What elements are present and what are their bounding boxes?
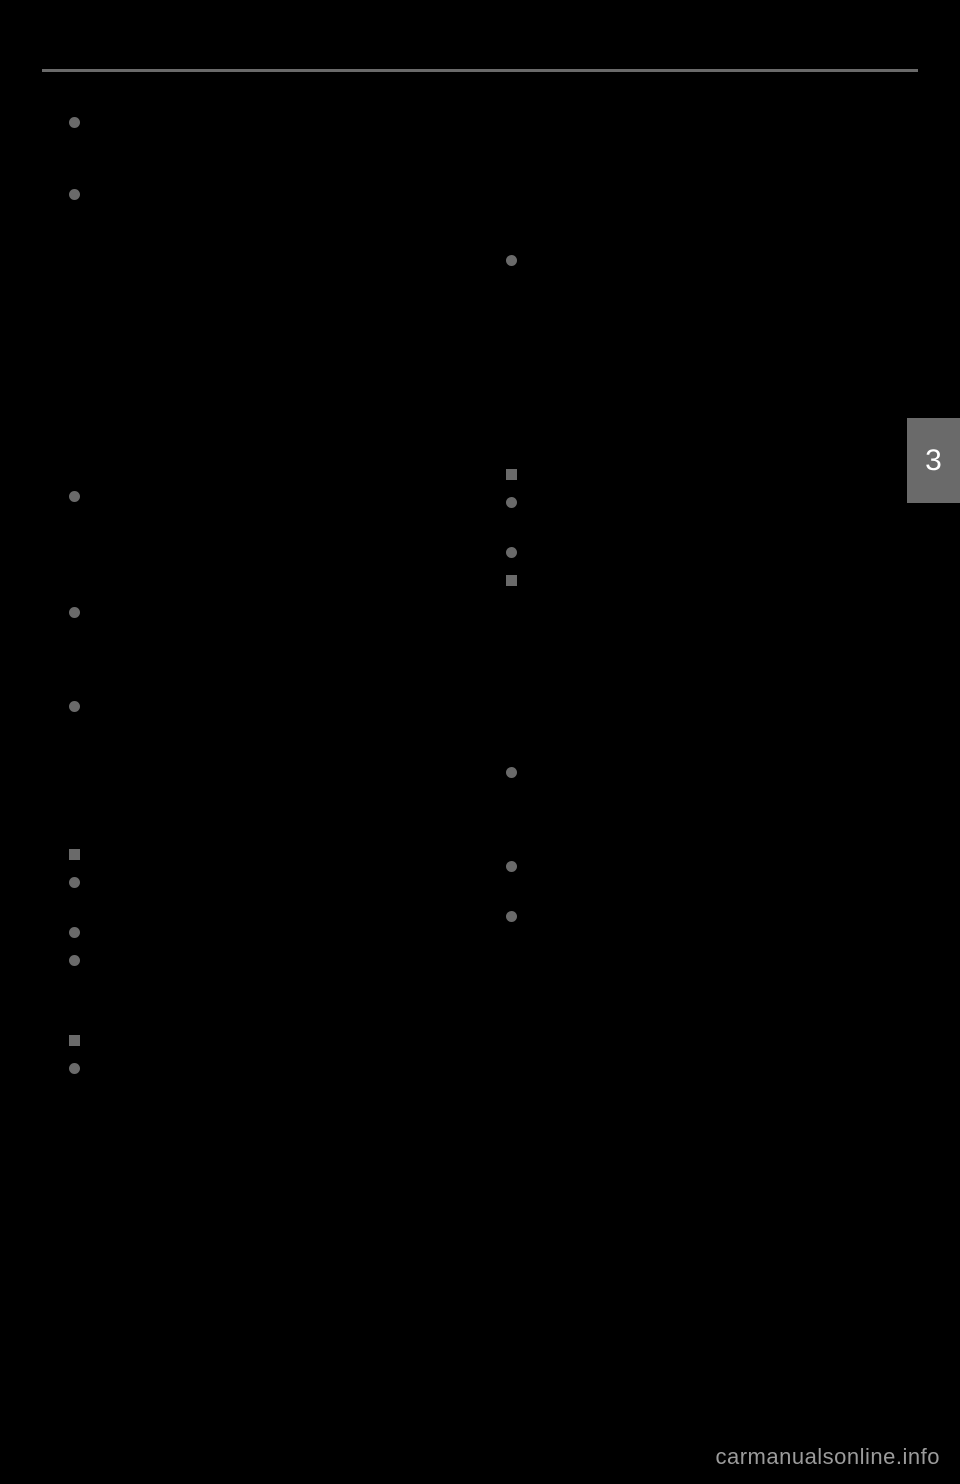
square-bullet-icon (62, 1028, 86, 1046)
column-left (62, 110, 461, 1404)
no-bullet (499, 724, 523, 730)
list-item-text (523, 248, 898, 402)
list-item-text (523, 462, 898, 484)
no-bullet (499, 110, 523, 116)
list-item (62, 694, 461, 782)
square-bullet-icon (499, 462, 523, 480)
list-item-text (86, 110, 461, 176)
list-item (499, 904, 898, 1014)
circle-bullet-icon (62, 948, 86, 966)
circle-bullet-icon (499, 760, 523, 778)
list-item-text (523, 904, 898, 1014)
list-item (62, 1028, 461, 1050)
list-item-text (86, 484, 461, 594)
header-rule (42, 69, 918, 72)
circle-bullet-icon (62, 1056, 86, 1074)
list-item (499, 568, 898, 700)
list-item (499, 110, 898, 242)
list-item (62, 948, 461, 1014)
section-tab: 3 (907, 418, 960, 503)
circle-bullet-icon (62, 110, 86, 128)
list-item-text (86, 448, 461, 470)
circle-bullet-icon (62, 484, 86, 502)
list-item-text (86, 600, 461, 688)
circle-bullet-icon (62, 600, 86, 618)
list-item-text (86, 182, 461, 424)
list-item-text (523, 490, 898, 534)
manual-page: 3 carmanualsonline.info (0, 0, 960, 1484)
list-item (499, 490, 898, 534)
list-item-text (86, 806, 461, 828)
list-item-text (86, 948, 461, 1014)
list-item (62, 920, 461, 942)
footer-watermark: carmanualsonline.info (715, 1444, 940, 1470)
list-item-text (523, 110, 898, 242)
list-item-text (86, 1028, 461, 1050)
list-item-text (86, 920, 461, 942)
list-item (62, 182, 461, 424)
list-item (499, 854, 898, 898)
circle-bullet-icon (499, 248, 523, 266)
circle-bullet-icon (62, 694, 86, 712)
square-bullet-icon (499, 568, 523, 586)
list-item (499, 724, 898, 746)
circle-bullet-icon (499, 490, 523, 508)
square-bullet-icon (62, 842, 86, 860)
circle-bullet-icon (499, 854, 523, 872)
circle-bullet-icon (62, 870, 86, 888)
list-item (62, 842, 461, 864)
list-item (62, 110, 461, 176)
list-item-text (523, 568, 898, 700)
circle-bullet-icon (62, 920, 86, 938)
list-item-text (523, 724, 898, 746)
list-item (62, 448, 461, 470)
list-item-text (523, 540, 898, 562)
list-item (499, 540, 898, 562)
list-item-text (86, 842, 461, 864)
list-item (62, 870, 461, 914)
list-item (499, 760, 898, 848)
list-item-text (523, 760, 898, 848)
list-item-text (523, 426, 898, 448)
list-item-text (523, 854, 898, 898)
column-right (499, 110, 898, 1404)
list-item (62, 600, 461, 688)
circle-bullet-icon (62, 182, 86, 200)
list-item (62, 484, 461, 594)
list-item (62, 1056, 461, 1144)
list-item (62, 806, 461, 828)
no-bullet (62, 448, 86, 454)
list-item (499, 248, 898, 402)
content-columns (62, 110, 898, 1404)
list-item (499, 426, 898, 448)
list-item-text (86, 1056, 461, 1144)
list-item-text (86, 694, 461, 782)
circle-bullet-icon (499, 540, 523, 558)
no-bullet (62, 806, 86, 812)
circle-bullet-icon (499, 904, 523, 922)
no-bullet (499, 426, 523, 432)
section-number: 3 (925, 444, 942, 478)
list-item-text (86, 870, 461, 914)
list-item (499, 462, 898, 484)
